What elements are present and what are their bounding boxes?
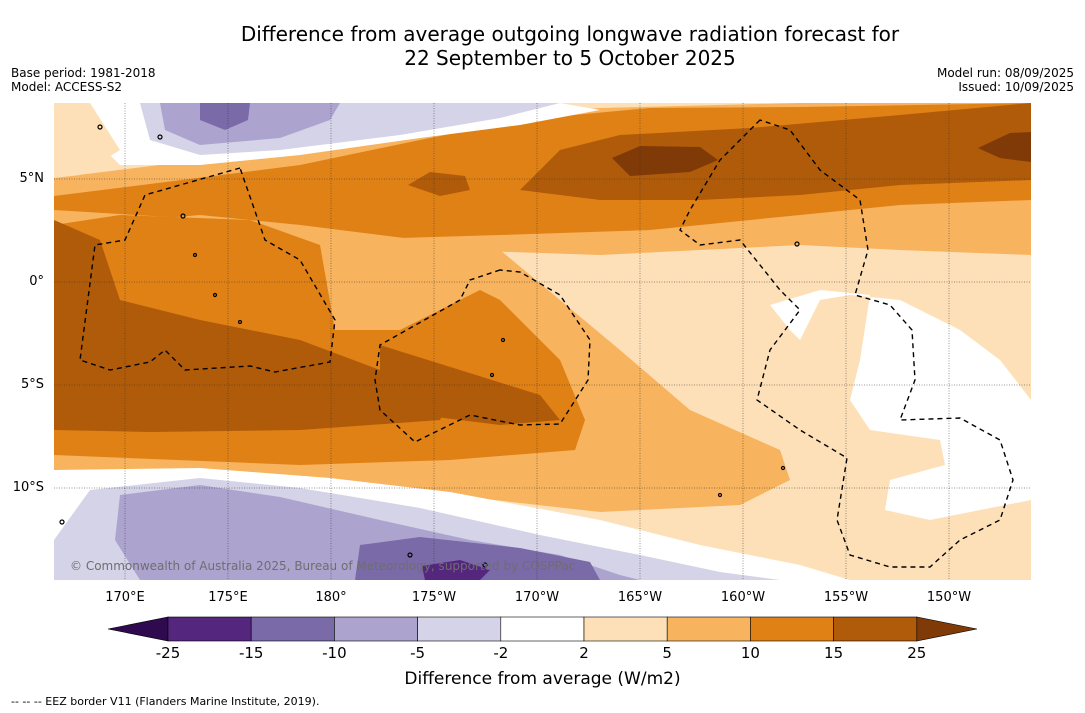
lon-label-180: 180° — [315, 590, 347, 605]
colorbar-tick-label: -15 — [238, 644, 264, 662]
title-line-2: 22 September to 5 October 2025 — [404, 46, 736, 70]
colorbar-tick-label: 2 — [579, 644, 589, 662]
eez-borders — [79, 119, 1014, 568]
colorbar-tick-label: -5 — [410, 644, 426, 662]
map-field — [54, 103, 1031, 580]
colorbar-segment — [833, 616, 918, 642]
colorbar-tick-label: -2 — [493, 644, 509, 662]
lon-label-165w: 165°W — [617, 590, 663, 605]
colorbar-tick-label: 5 — [662, 644, 672, 662]
lat-label-5s: 5°S — [20, 377, 44, 392]
lat-label-0: 0° — [29, 274, 44, 289]
colorbar-tick-label: -25 — [155, 644, 181, 662]
colorbar-segment — [666, 616, 751, 642]
lon-label-175w: 175°W — [411, 590, 457, 605]
lat-label-10s: 10°S — [12, 480, 44, 495]
colorbar-label: Difference from average (W/m2) — [404, 669, 681, 689]
colorbar-segment — [500, 616, 585, 642]
meta-right: Model run: 08/09/2025 Issued: 10/09/2025 — [937, 66, 1074, 94]
title-line-1: Difference from average outgoing longwav… — [240, 22, 900, 46]
lon-label-170w: 170°W — [514, 590, 560, 605]
colorbar-segment — [250, 616, 335, 642]
colorbar-extend-high — [916, 616, 978, 642]
graticule — [54, 103, 1031, 580]
colorbar-tick-label: -10 — [322, 644, 347, 662]
model-name: Model: ACCESS-S2 — [11, 80, 123, 94]
map-title: Difference from average outgoing longwav… — [0, 22, 1085, 70]
base-period: Base period: 1981-2018 — [11, 66, 156, 80]
lat-label-5n: 5°N — [19, 171, 45, 186]
issued-date: Issued: 10/09/2025 — [958, 80, 1074, 94]
meta-left: Base period: 1981-2018 Model: ACCESS-S2 — [11, 66, 156, 94]
colorbar-segment — [750, 616, 834, 642]
lon-label-150w: 150°W — [926, 590, 972, 605]
model-run: Model run: 08/09/2025 — [936, 66, 1074, 80]
colorbar-tick-label: 10 — [740, 644, 760, 662]
colorbar-segment — [334, 616, 418, 642]
lon-label-160w: 160°W — [720, 590, 766, 605]
eez-footnote: -- -- -- EEZ border V11 (Flanders Marine… — [11, 695, 320, 708]
lon-label-170e: 170°E — [105, 590, 145, 605]
colorbar — [107, 616, 978, 642]
copyright-notice: © Commonwealth of Australia 2025, Bureau… — [70, 559, 576, 573]
colorbar-segment — [167, 616, 252, 642]
colorbar-tick-label: 25 — [907, 644, 927, 662]
colorbar-segment — [417, 616, 502, 642]
lon-label-155w: 155°W — [823, 590, 869, 605]
colorbar-tick-label: 15 — [824, 644, 844, 662]
lon-label-175e: 175°E — [208, 590, 248, 605]
islands — [59, 124, 800, 568]
colorbar-extend-low — [107, 616, 169, 642]
colorbar-segment — [583, 616, 668, 642]
